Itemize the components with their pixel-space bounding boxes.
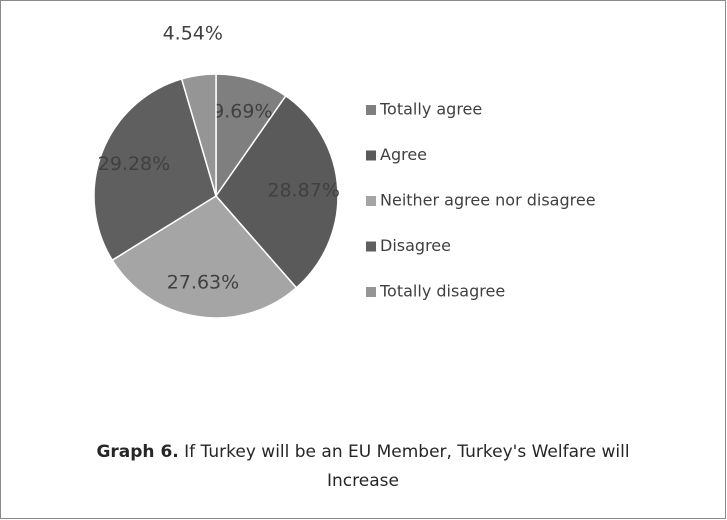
legend-label: Disagree [380, 236, 451, 255]
legend-swatch [366, 150, 376, 161]
caption: Graph 6. If Turkey will be an EU Member,… [80, 438, 646, 496]
data-label: 27.63% [167, 271, 239, 293]
legend-swatch [366, 105, 376, 115]
legend-swatch [366, 196, 376, 206]
legend-label: Totally disagree [379, 282, 505, 301]
data-label: 29.28% [98, 153, 170, 175]
pie-slice [93, 77, 217, 262]
legend-label: Agree [380, 145, 427, 164]
pie-slice [180, 73, 217, 197]
caption-text: If Turkey will be an EU Member, Turkey's… [184, 442, 630, 491]
data-label: 28.87% [267, 180, 339, 202]
data-label: 4.54% [163, 23, 223, 45]
legend-swatch [366, 241, 376, 252]
legend-label: Totally agree [379, 100, 482, 119]
caption-label: Graph 6. [96, 442, 179, 462]
data-label: 9.69% [212, 101, 272, 123]
legend-label: Neither agree nor disagree [380, 191, 596, 210]
pie-slice [215, 94, 339, 289]
legend-swatch [366, 287, 376, 297]
pie-slice [215, 73, 287, 199]
pie-slice [111, 195, 298, 319]
